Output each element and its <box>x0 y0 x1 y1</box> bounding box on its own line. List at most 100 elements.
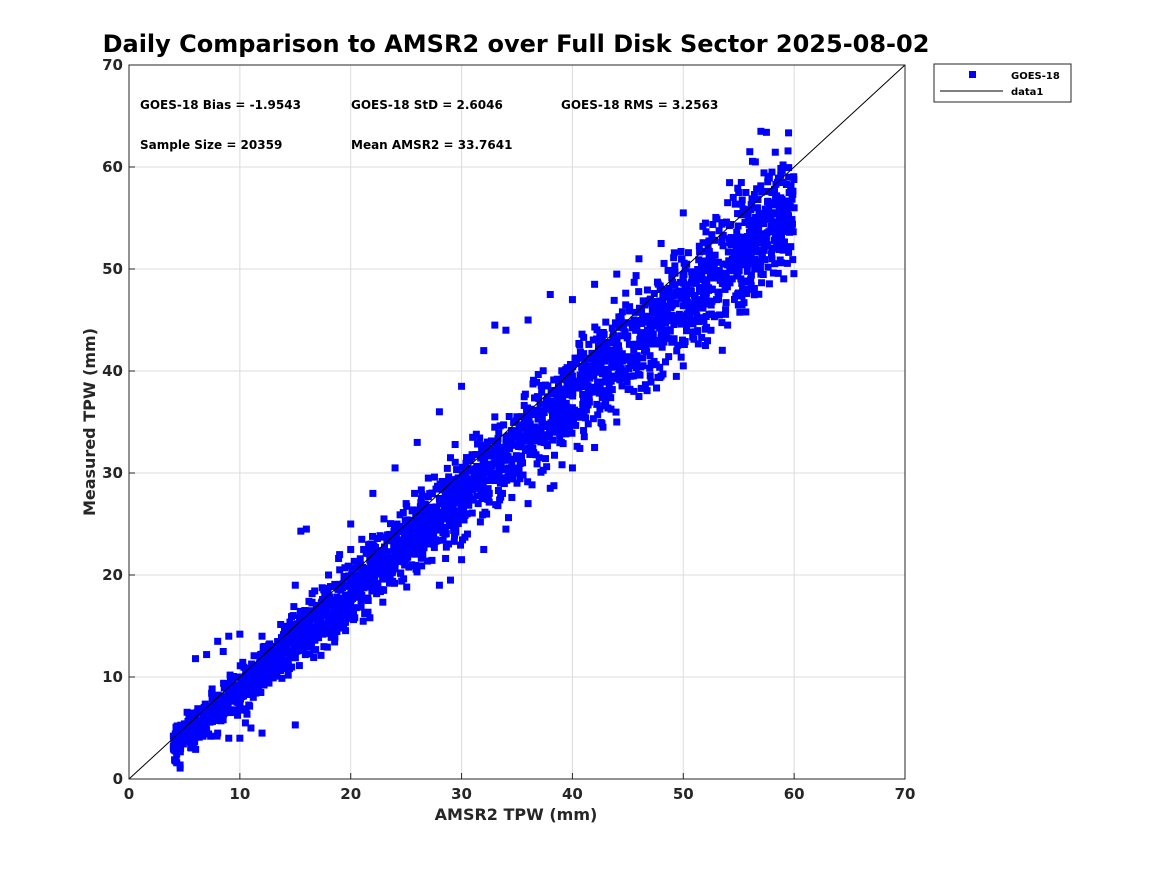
data-point <box>546 291 554 298</box>
data-point <box>430 473 438 481</box>
data-point <box>779 210 787 218</box>
data-point <box>619 324 627 332</box>
data-point <box>739 261 747 269</box>
data-point <box>608 324 616 332</box>
data-point <box>413 547 421 555</box>
data-point <box>752 265 760 273</box>
data-point <box>668 301 676 309</box>
data-point <box>466 457 474 465</box>
data-point <box>572 421 580 429</box>
data-point <box>278 652 286 660</box>
data-point <box>283 644 291 652</box>
data-point <box>635 304 643 312</box>
data-point <box>418 491 426 499</box>
data-point <box>203 726 211 734</box>
data-point <box>699 239 707 247</box>
data-point <box>391 579 399 587</box>
data-point <box>310 615 318 623</box>
data-point <box>217 717 225 725</box>
data-point <box>302 632 310 640</box>
data-point <box>264 671 272 679</box>
data-point <box>785 164 793 172</box>
data-point <box>692 279 700 287</box>
data-point <box>640 347 648 355</box>
data-point <box>632 272 640 280</box>
data-point <box>310 654 318 662</box>
data-point <box>737 275 745 283</box>
data-point <box>730 240 738 248</box>
data-point <box>513 479 521 487</box>
data-point <box>502 525 510 533</box>
data-point <box>537 407 545 415</box>
data-point <box>757 230 765 238</box>
data-point <box>508 493 516 501</box>
data-point <box>488 462 496 470</box>
data-point <box>647 378 655 386</box>
data-point <box>696 287 704 295</box>
data-point <box>748 195 756 203</box>
data-point <box>526 450 534 458</box>
data-point <box>608 357 616 365</box>
data-point <box>631 308 639 316</box>
data-point <box>458 479 466 487</box>
data-point <box>536 400 544 408</box>
data-point <box>656 282 664 290</box>
data-point <box>635 393 643 400</box>
data-point <box>453 466 461 474</box>
data-point <box>503 474 511 482</box>
data-point <box>260 642 268 650</box>
data-point <box>768 244 776 252</box>
data-point <box>751 158 759 166</box>
data-point <box>670 290 678 298</box>
data-point <box>288 663 296 671</box>
data-point <box>783 245 791 253</box>
data-point <box>362 549 370 557</box>
data-point <box>753 185 761 193</box>
data-point <box>230 693 238 701</box>
data-point <box>363 582 371 590</box>
data-point <box>686 313 694 321</box>
data-point <box>737 241 745 249</box>
data-point <box>770 236 778 244</box>
data-point <box>759 214 767 222</box>
data-point <box>176 764 184 772</box>
data-point <box>742 278 750 286</box>
data-point <box>612 355 620 363</box>
data-point <box>562 399 570 407</box>
data-point <box>347 600 355 608</box>
data-point <box>702 228 710 236</box>
data-point <box>719 271 727 279</box>
data-point <box>354 571 362 579</box>
data-point <box>693 312 701 320</box>
data-point <box>436 499 444 507</box>
data-point <box>593 335 601 343</box>
data-point <box>700 317 708 325</box>
y-tick-label: 0 <box>113 770 123 788</box>
data-point <box>531 434 539 442</box>
data-point <box>608 386 616 394</box>
data-point <box>555 382 563 390</box>
data-point <box>371 575 379 583</box>
data-point <box>658 343 666 351</box>
data-point <box>589 415 597 423</box>
data-point <box>534 415 542 423</box>
data-point <box>360 545 368 553</box>
data-point <box>539 466 547 474</box>
data-point <box>291 640 299 648</box>
data-point <box>483 463 491 471</box>
data-point <box>668 270 676 278</box>
data-point <box>535 454 543 462</box>
data-point <box>317 617 325 625</box>
data-point <box>331 638 339 646</box>
data-point <box>279 631 287 639</box>
data-point <box>718 319 726 327</box>
data-point <box>376 547 384 555</box>
data-point <box>731 200 739 208</box>
data-point <box>421 500 429 508</box>
data-point <box>366 572 374 580</box>
data-point <box>347 520 355 528</box>
data-point <box>417 554 425 562</box>
data-point <box>481 457 489 465</box>
data-point <box>533 393 541 401</box>
data-point <box>534 371 542 379</box>
